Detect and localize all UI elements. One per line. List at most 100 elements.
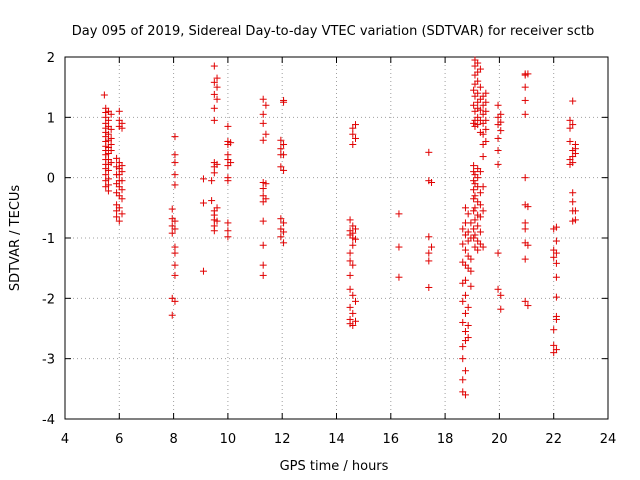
data-point — [107, 134, 115, 142]
data-point — [259, 261, 267, 269]
data-point — [104, 116, 112, 124]
data-point — [210, 169, 218, 177]
data-point — [552, 315, 560, 323]
data-point — [224, 233, 232, 241]
data-point — [479, 207, 487, 215]
data-point — [479, 130, 487, 138]
data-point — [352, 134, 360, 142]
grid-lines — [65, 57, 608, 419]
data-point — [213, 204, 221, 212]
data-point — [113, 213, 121, 221]
data-point — [474, 222, 482, 230]
data-point — [118, 195, 126, 203]
data-point — [571, 216, 579, 224]
data-point — [464, 303, 472, 311]
data-point — [352, 121, 360, 129]
data-point — [476, 168, 484, 176]
data-point — [461, 246, 469, 254]
data-point — [352, 225, 360, 233]
data-point — [100, 91, 108, 99]
data-point — [349, 321, 357, 329]
data-point — [262, 130, 270, 138]
data-point — [521, 96, 529, 104]
data-point — [566, 116, 574, 124]
data-point — [552, 249, 560, 257]
data-point — [213, 83, 221, 91]
data-point — [352, 297, 360, 305]
data-point — [277, 136, 285, 144]
data-point — [259, 95, 267, 103]
data-point — [467, 267, 475, 275]
chart-title: Day 095 of 2019, Sidereal Day-to-day VTE… — [72, 24, 594, 39]
data-point — [115, 204, 123, 212]
data-point — [482, 98, 490, 106]
data-point — [425, 249, 433, 257]
data-point — [464, 210, 472, 218]
data-point — [474, 121, 482, 129]
data-points — [100, 56, 579, 399]
data-point — [550, 253, 558, 261]
data-point — [470, 234, 478, 242]
data-point — [470, 186, 478, 194]
y-axis-label: SDTVAR / TECUs — [8, 185, 23, 292]
data-point — [104, 130, 112, 138]
data-point — [118, 124, 126, 132]
data-point — [277, 163, 285, 171]
data-point — [470, 101, 478, 109]
data-point — [349, 309, 357, 317]
y-tick-label: 0 — [47, 172, 55, 187]
data-point — [494, 249, 502, 257]
data-point — [494, 134, 502, 142]
data-point — [171, 181, 179, 189]
data-point — [171, 151, 179, 159]
data-point — [224, 219, 232, 227]
data-point — [550, 326, 558, 334]
data-point — [168, 229, 176, 237]
data-point — [461, 367, 469, 375]
data-point — [425, 257, 433, 265]
data-point — [569, 97, 577, 105]
data-point — [494, 160, 502, 168]
data-point — [118, 168, 126, 176]
data-point — [262, 101, 270, 109]
data-point — [168, 311, 176, 319]
data-point — [476, 189, 484, 197]
data-point — [171, 133, 179, 141]
data-point — [199, 267, 207, 275]
data-point — [476, 106, 484, 114]
data-point — [280, 219, 288, 227]
y-tick-label: 1 — [47, 111, 55, 126]
data-point — [470, 207, 478, 215]
data-point — [227, 139, 235, 147]
data-point — [474, 174, 482, 182]
data-point — [349, 241, 357, 249]
data-point — [471, 216, 479, 224]
data-point — [571, 150, 579, 158]
data-point — [461, 391, 469, 399]
data-point — [552, 259, 560, 267]
data-point — [346, 249, 354, 257]
data-point — [459, 240, 467, 248]
data-point — [566, 124, 574, 132]
data-point — [459, 343, 467, 351]
data-point — [395, 243, 403, 251]
x-tick-label: 8 — [169, 432, 177, 447]
data-point — [459, 318, 467, 326]
data-point — [461, 328, 469, 336]
data-point — [482, 125, 490, 133]
data-point — [171, 271, 179, 279]
data-point — [104, 166, 112, 174]
data-point — [115, 217, 123, 225]
data-point — [224, 227, 232, 235]
data-point — [349, 291, 357, 299]
data-point — [262, 180, 270, 188]
data-point — [280, 166, 288, 174]
data-point — [425, 148, 433, 156]
data-point — [213, 95, 221, 103]
data-point — [118, 186, 126, 194]
data-point — [482, 107, 490, 115]
x-tick-label: 10 — [220, 432, 237, 447]
data-point — [521, 297, 529, 305]
data-point — [171, 217, 179, 225]
data-point — [470, 119, 478, 127]
